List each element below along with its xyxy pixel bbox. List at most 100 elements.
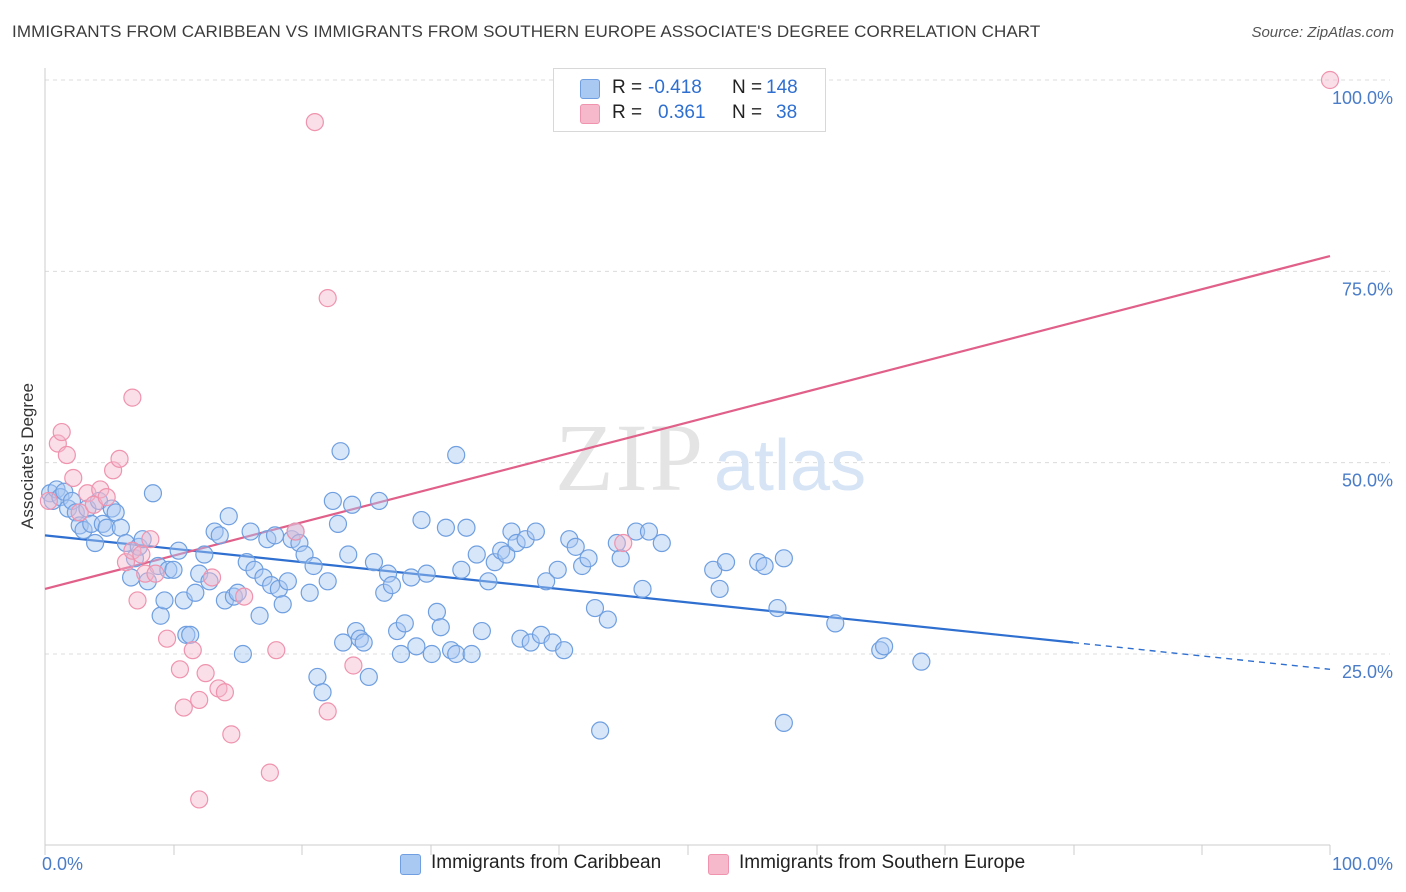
point-southern-europe (318, 289, 337, 308)
point-southern-europe (1320, 70, 1340, 90)
point-southern-europe (123, 388, 142, 407)
point-caribbean (318, 572, 337, 591)
y-tick-label: 50.0% (1342, 471, 1393, 491)
y-tick-label: 25.0% (1342, 662, 1393, 682)
point-caribbean (652, 533, 671, 553)
point-caribbean (323, 491, 342, 511)
point-caribbean (511, 629, 530, 648)
point-caribbean (382, 576, 402, 595)
point-caribbean (585, 598, 605, 618)
correlation-legend: R = -0.418 N = 148 R = 0.361 N = 38 (553, 68, 826, 132)
point-southern-europe (136, 564, 155, 583)
point-caribbean (591, 721, 610, 740)
point-caribbean (402, 568, 421, 587)
point-caribbean (133, 530, 152, 549)
point-caribbean (273, 595, 292, 614)
legend-r-value: 0.361 (658, 102, 706, 123)
point-southern-europe (170, 660, 190, 679)
point-caribbean (566, 537, 585, 556)
point-caribbean (497, 545, 516, 564)
point-caribbean (417, 564, 436, 583)
point-caribbean (607, 533, 626, 553)
point-caribbean (516, 530, 535, 549)
point-caribbean (181, 625, 200, 644)
series-label-caribbean: Immigrants from Caribbean (431, 852, 662, 873)
point-caribbean (186, 583, 205, 602)
legend-swatch-southern-europe (580, 104, 600, 124)
point-caribbean (151, 606, 170, 625)
point-caribbean (467, 545, 486, 564)
point-southern-europe (196, 664, 215, 683)
point-caribbean (354, 633, 373, 652)
point-southern-europe (57, 445, 76, 465)
point-caribbean (774, 713, 793, 732)
point-caribbean (86, 533, 105, 553)
point-caribbean (195, 545, 214, 564)
point-caribbean (250, 606, 269, 625)
point-southern-europe (286, 522, 305, 541)
legend-r-label: R = (612, 102, 643, 123)
point-caribbean (502, 522, 521, 541)
point-caribbean (912, 652, 931, 671)
point-southern-europe (97, 488, 116, 507)
point-caribbean (177, 625, 196, 644)
point-caribbean (521, 633, 540, 652)
point-caribbean (395, 614, 414, 633)
point-caribbean (639, 522, 659, 541)
watermark-atlas: atlas (714, 426, 866, 506)
trend-line-extension-0 (1072, 641, 1331, 671)
point-caribbean (308, 667, 327, 687)
point-caribbean (716, 553, 736, 572)
x-tick-labels: 0.0% 100.0% (42, 854, 1393, 874)
point-caribbean (241, 522, 260, 541)
point-caribbean (633, 579, 652, 599)
legend-n-value: 148 (766, 77, 798, 98)
point-caribbean (210, 526, 229, 545)
y-tick-label: 100.0% (1332, 88, 1393, 108)
point-southern-europe (70, 503, 89, 522)
point-caribbean (97, 518, 116, 537)
point-southern-europe (128, 591, 147, 610)
point-caribbean (359, 667, 378, 687)
legend-r-value: -0.418 (648, 77, 702, 98)
legend-n-value: 38 (776, 102, 798, 123)
point-caribbean (304, 556, 323, 576)
watermark-zip: ZIP (555, 404, 705, 511)
point-caribbean (300, 583, 319, 602)
point-caribbean (447, 644, 466, 664)
y-tick-labels: 25.0% 50.0% 75.0% 100.0% (1332, 88, 1393, 682)
point-caribbean (331, 442, 350, 461)
point-caribbean (526, 522, 545, 541)
point-caribbean (768, 598, 787, 618)
point-caribbean (391, 644, 411, 664)
point-caribbean (233, 644, 252, 664)
point-caribbean (611, 549, 630, 568)
point-southern-europe (260, 763, 279, 782)
point-caribbean (579, 549, 598, 568)
point-caribbean (457, 518, 476, 537)
point-caribbean (447, 445, 466, 465)
point-southern-europe (123, 541, 142, 560)
series-label-southern-europe: Immigrants from Southern Europe (739, 852, 1026, 873)
point-caribbean (710, 579, 729, 599)
point-caribbean (452, 560, 471, 579)
point-southern-europe (146, 564, 165, 583)
point-caribbean (598, 610, 617, 629)
point-caribbean (143, 484, 163, 503)
chart-title: IMMIGRANTS FROM CARIBBEAN VS IMMIGRANTS … (12, 22, 1041, 41)
point-caribbean (375, 583, 394, 602)
point-southern-europe (39, 491, 58, 511)
point-southern-europe (52, 422, 71, 442)
point-southern-europe (183, 641, 202, 660)
point-caribbean (169, 541, 188, 560)
point-caribbean (106, 503, 125, 522)
series-swatch-southern-europe (708, 854, 729, 875)
point-caribbean (826, 614, 845, 633)
point-caribbean (436, 518, 456, 537)
point-caribbean (343, 495, 362, 514)
point-southern-europe (344, 656, 363, 675)
point-southern-europe (141, 530, 160, 549)
point-caribbean (387, 621, 407, 641)
point-caribbean (479, 572, 498, 591)
